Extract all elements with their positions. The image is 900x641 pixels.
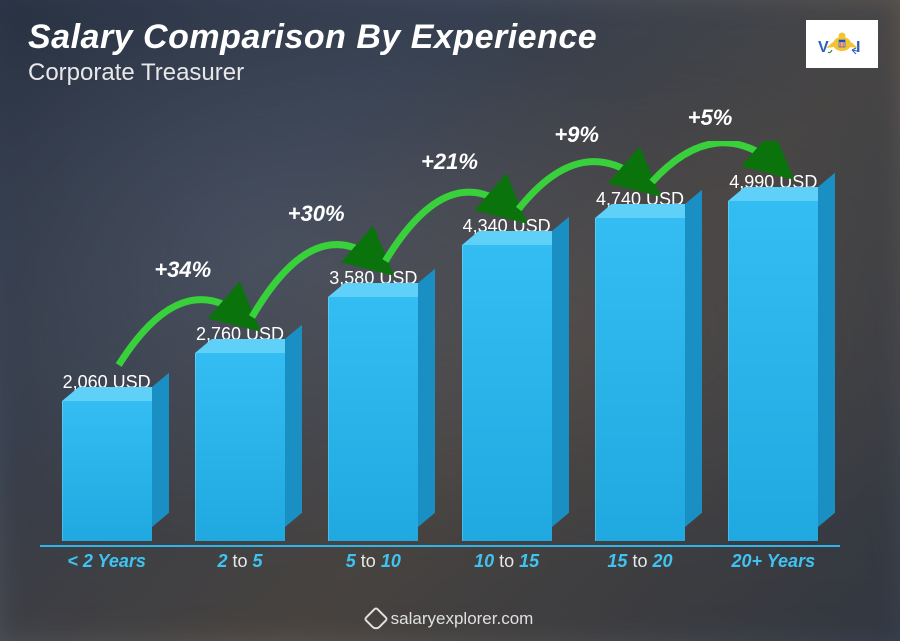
logo-icon bbox=[363, 606, 388, 631]
bar-front-face bbox=[595, 218, 685, 541]
bar bbox=[728, 201, 818, 541]
xaxis-label: 5 to 10 bbox=[308, 547, 438, 571]
bar-side-face bbox=[152, 373, 169, 527]
growth-arc-label: +34% bbox=[154, 257, 211, 283]
xaxis: < 2 Years2 to 55 to 1010 to 1515 to 2020… bbox=[40, 545, 840, 571]
salary-chart: 2,060 USD2,760 USD3,580 USD4,340 USD4,74… bbox=[40, 120, 840, 571]
bar-slot: 4,740 USD bbox=[575, 189, 705, 541]
bar-side-face bbox=[285, 325, 302, 527]
bar-side-face bbox=[552, 217, 569, 527]
growth-arc-label: +9% bbox=[554, 122, 599, 148]
growth-arc-label: +30% bbox=[288, 201, 345, 227]
xaxis-label: < 2 Years bbox=[42, 547, 172, 571]
bar-side-face bbox=[418, 269, 435, 527]
bar bbox=[328, 297, 418, 541]
bars-container: 2,060 USD2,760 USD3,580 USD4,340 USD4,74… bbox=[40, 141, 840, 541]
bar-slot: 4,340 USD bbox=[442, 216, 572, 541]
bar-side-face bbox=[685, 190, 702, 527]
page-subtitle: Corporate Treasurer bbox=[28, 59, 800, 87]
bar-front-face bbox=[62, 401, 152, 541]
bar-slot: 3,580 USD bbox=[308, 268, 438, 541]
bar-side-face bbox=[818, 173, 835, 527]
eagle-icon bbox=[826, 33, 858, 55]
xaxis-label: 20+ Years bbox=[708, 547, 838, 571]
bar-slot: 4,990 USD bbox=[708, 172, 838, 541]
growth-arc-label: +21% bbox=[421, 149, 478, 175]
bar bbox=[595, 218, 685, 541]
bar-slot: 2,760 USD bbox=[175, 324, 305, 541]
header: Salary Comparison By Experience Corporat… bbox=[28, 18, 800, 87]
bar bbox=[195, 353, 285, 541]
flag-usvi-icon: V I bbox=[806, 20, 878, 68]
page-title: Salary Comparison By Experience bbox=[28, 18, 800, 57]
xaxis-label: 15 to 20 bbox=[575, 547, 705, 571]
bar bbox=[462, 245, 552, 541]
bar-slot: 2,060 USD bbox=[42, 372, 172, 541]
bar bbox=[62, 401, 152, 541]
growth-arc-label: +5% bbox=[688, 105, 733, 131]
bar-front-face bbox=[328, 297, 418, 541]
xaxis-label: 10 to 15 bbox=[442, 547, 572, 571]
xaxis-label: 2 to 5 bbox=[175, 547, 305, 571]
footer-text: salaryexplorer.com bbox=[391, 609, 534, 629]
bar-front-face bbox=[195, 353, 285, 541]
footer: salaryexplorer.com bbox=[0, 609, 900, 629]
bar-front-face bbox=[728, 201, 818, 541]
bar-front-face bbox=[462, 245, 552, 541]
